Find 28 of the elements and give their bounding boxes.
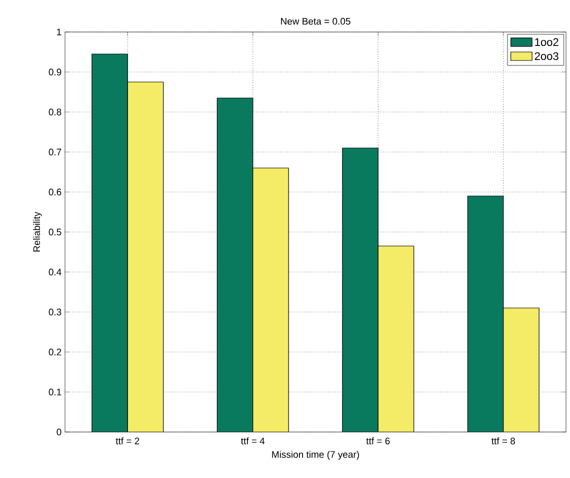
bar xyxy=(503,308,540,432)
legend-label: 1oo2 xyxy=(535,38,558,46)
y-tick-label: 0.4 xyxy=(48,268,62,276)
bar xyxy=(378,246,414,432)
y-axis-title: Reliability xyxy=(33,212,42,252)
y-tick-label: 0.9 xyxy=(48,68,62,76)
x-tick-label: ttf = 4 xyxy=(241,437,265,444)
y-tick-label: 0.2 xyxy=(48,348,62,356)
y-tick-label: 0.1 xyxy=(48,388,62,396)
bar xyxy=(92,54,128,432)
y-tick-label: 0 xyxy=(56,428,62,436)
bar xyxy=(342,148,378,432)
x-tick-label: ttf = 8 xyxy=(492,437,515,444)
bar xyxy=(216,98,254,432)
x-tick-label: ttf = 6 xyxy=(366,437,390,444)
chart-title: New Beta = 0.05 xyxy=(281,18,350,25)
y-tick-label: 0.7 xyxy=(48,148,62,156)
legend-label: 2oo3 xyxy=(534,52,558,60)
x-axis-title: Mission time (7 year) xyxy=(272,450,359,460)
bar xyxy=(127,82,164,432)
bar xyxy=(252,168,289,432)
y-tick-label: 0.5 xyxy=(48,228,62,236)
y-tick-label: 0.8 xyxy=(48,108,62,116)
x-tick-label: ttf = 2 xyxy=(116,437,140,444)
bar xyxy=(467,196,504,432)
y-tick-label: 0.6 xyxy=(48,188,62,196)
y-tick-label: 1 xyxy=(57,28,62,36)
y-tick-label: 0.3 xyxy=(48,308,62,316)
